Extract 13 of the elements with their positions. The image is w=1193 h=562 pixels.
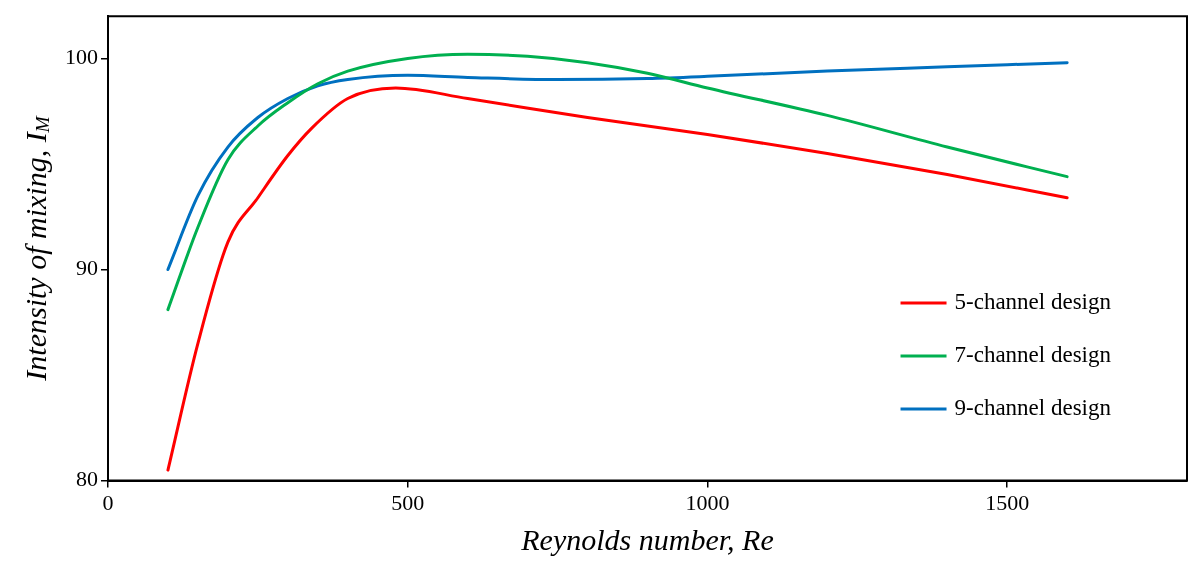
y-tick-label: 90 bbox=[76, 255, 98, 281]
y-tick-label: 100 bbox=[65, 44, 98, 70]
x-tick-label: 0 bbox=[102, 489, 114, 515]
y-tick-label: 80 bbox=[76, 466, 98, 492]
line-series bbox=[166, 61, 1069, 272]
x-tick-label: 500 bbox=[391, 489, 425, 515]
y-axis-title: Intensity of mixing, IM bbox=[18, 114, 54, 382]
legend-label: 7-channel design bbox=[954, 342, 1112, 368]
x-tick-label: 1500 bbox=[985, 489, 1030, 515]
x-axis-title: Reynolds number, Re bbox=[520, 522, 774, 556]
legend-label: 5-channel design bbox=[954, 289, 1112, 315]
x-tick-label: 1000 bbox=[685, 489, 730, 515]
legend-label: 9-channel design bbox=[954, 395, 1112, 421]
